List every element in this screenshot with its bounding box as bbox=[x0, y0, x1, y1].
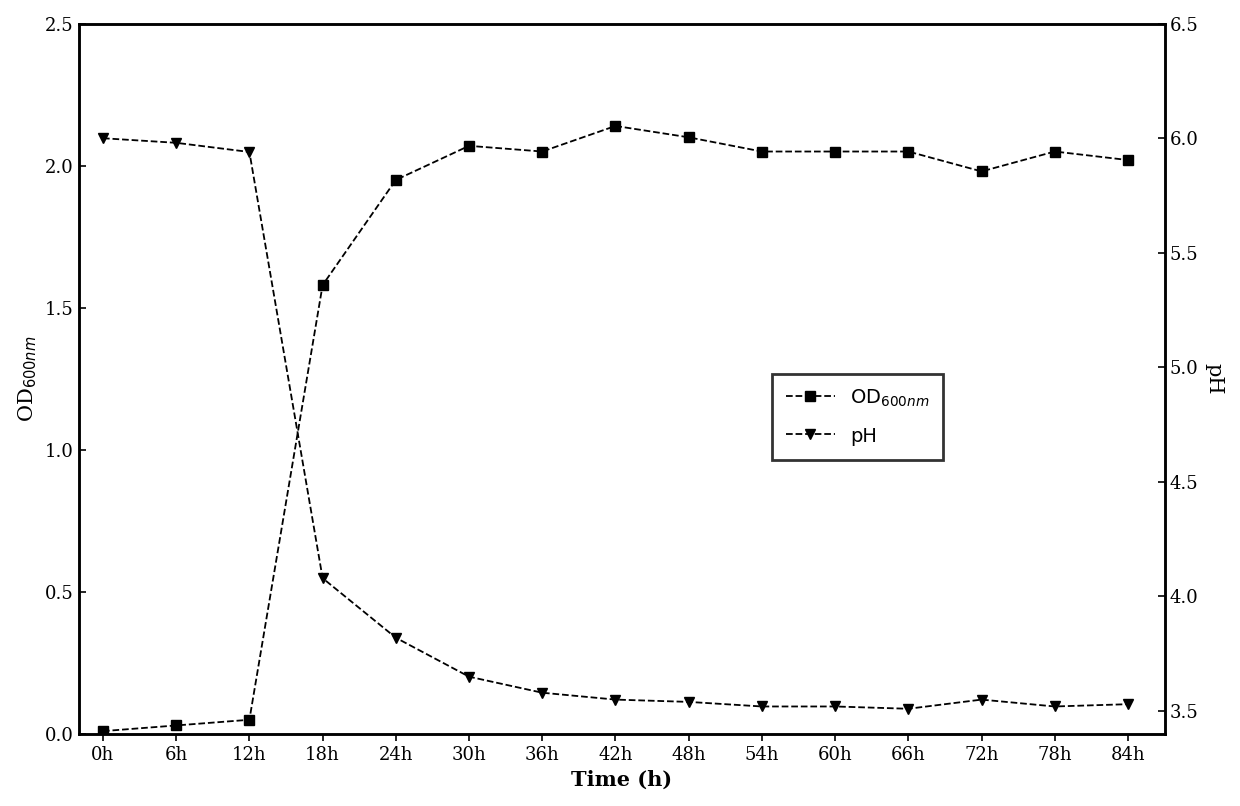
Y-axis label: pH: pH bbox=[1204, 363, 1224, 395]
OD$_{600nm}$ bbox=[681, 132, 696, 142]
Legend: OD$_{600nm}$, pH: OD$_{600nm}$, pH bbox=[773, 374, 944, 459]
pH bbox=[901, 704, 916, 713]
OD$_{600nm}$ bbox=[461, 141, 476, 151]
pH bbox=[754, 702, 769, 712]
pH bbox=[608, 695, 622, 704]
pH bbox=[1121, 700, 1136, 709]
pH bbox=[242, 147, 257, 157]
Line: OD$_{600nm}$: OD$_{600nm}$ bbox=[98, 121, 1133, 736]
pH bbox=[975, 695, 990, 704]
pH bbox=[534, 688, 549, 697]
pH bbox=[315, 573, 330, 583]
OD$_{600nm}$ bbox=[1048, 147, 1063, 156]
OD$_{600nm}$ bbox=[1121, 156, 1136, 165]
OD$_{600nm}$ bbox=[754, 147, 769, 156]
OD$_{600nm}$ bbox=[534, 147, 549, 156]
OD$_{600nm}$ bbox=[388, 175, 403, 185]
OD$_{600nm}$ bbox=[95, 726, 110, 736]
pH bbox=[388, 633, 403, 642]
pH bbox=[827, 702, 842, 712]
pH bbox=[681, 697, 696, 707]
Line: pH: pH bbox=[98, 133, 1133, 713]
OD$_{600nm}$ bbox=[901, 147, 916, 156]
X-axis label: Time (h): Time (h) bbox=[570, 770, 672, 789]
pH bbox=[169, 138, 184, 147]
OD$_{600nm}$ bbox=[242, 715, 257, 725]
pH bbox=[461, 672, 476, 682]
OD$_{600nm}$ bbox=[975, 167, 990, 177]
pH bbox=[1048, 702, 1063, 712]
OD$_{600nm}$ bbox=[608, 121, 622, 131]
OD$_{600nm}$ bbox=[827, 147, 842, 156]
OD$_{600nm}$ bbox=[315, 280, 330, 290]
OD$_{600nm}$ bbox=[169, 721, 184, 730]
Y-axis label: OD$_{600nm}$: OD$_{600nm}$ bbox=[16, 335, 40, 422]
pH bbox=[95, 134, 110, 143]
